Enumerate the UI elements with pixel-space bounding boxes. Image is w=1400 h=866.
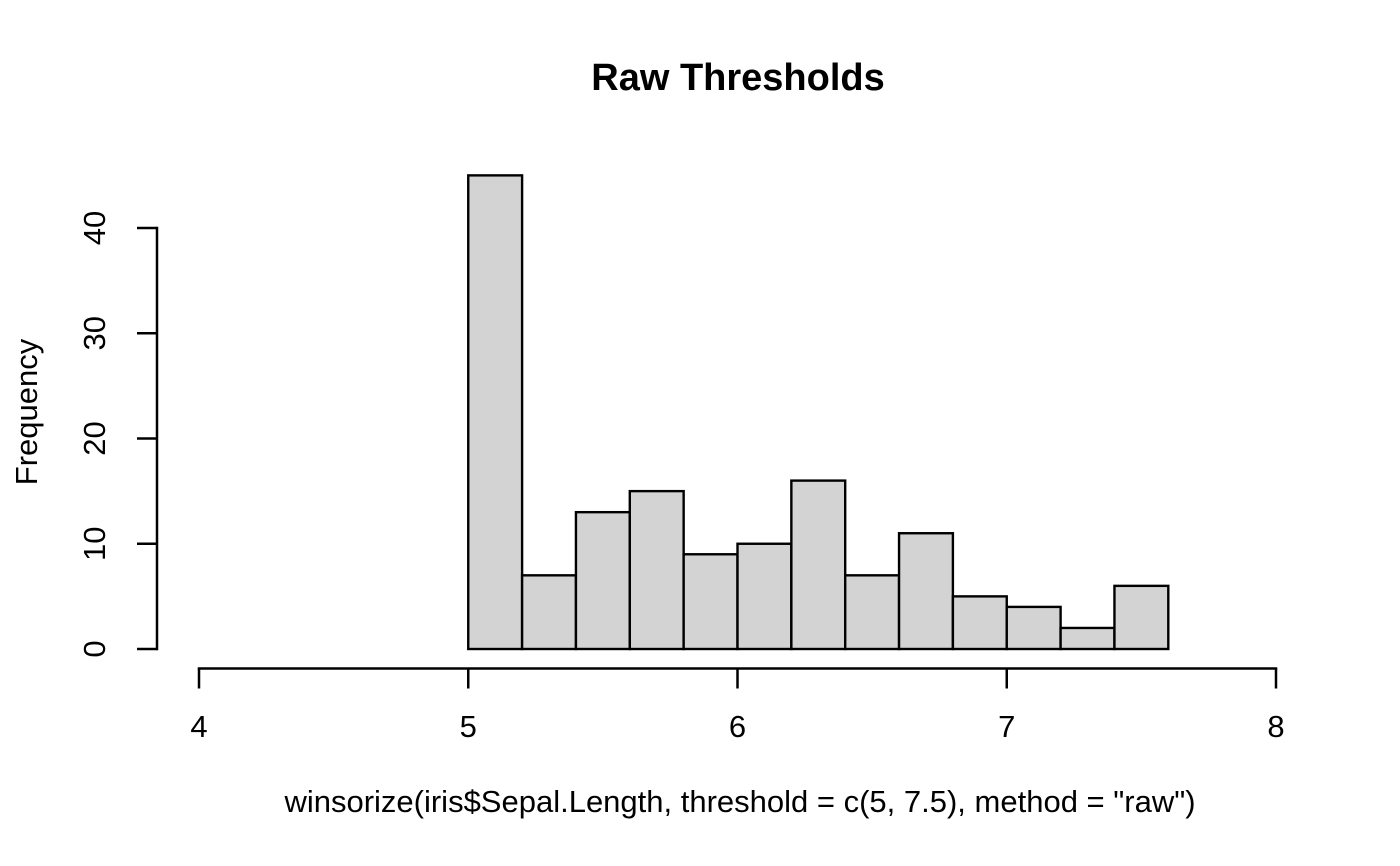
histogram-bar [628,489,685,651]
y-tick-label: 20 [77,421,112,455]
chart-title: Raw Thresholds [591,57,885,99]
histogram-bar [1113,584,1170,651]
histogram-bar [951,595,1008,651]
y-tick-label: 40 [77,211,112,245]
y-tick-label: 30 [77,316,112,350]
y-tick-label: 0 [77,640,112,657]
axes-group: 4 5 6 7 8 0 10 20 30 40 [77,211,1285,744]
y-tick-label: 10 [77,527,112,561]
histogram-bar [1005,605,1062,651]
histogram-bar [467,174,524,651]
y-axis-label: Frequency [9,338,44,485]
histogram-bar [844,574,901,651]
x-tick-label: 5 [460,709,477,744]
x-tick-label: 8 [1267,709,1284,744]
x-tick-label: 7 [998,709,1015,744]
histogram-bar [736,542,793,651]
histogram-bar [790,479,847,651]
x-axis-label: winsorize(iris$Sepal.Length, threshold =… [283,784,1195,819]
x-tick-label: 4 [190,709,207,744]
histogram-bar [682,553,739,651]
histogram-bar [574,510,632,651]
histogram-bar [897,532,955,651]
histogram-bar [520,574,578,651]
x-tick-label: 6 [729,709,746,744]
histogram-bar [1059,626,1116,651]
bars-group [467,174,1170,651]
